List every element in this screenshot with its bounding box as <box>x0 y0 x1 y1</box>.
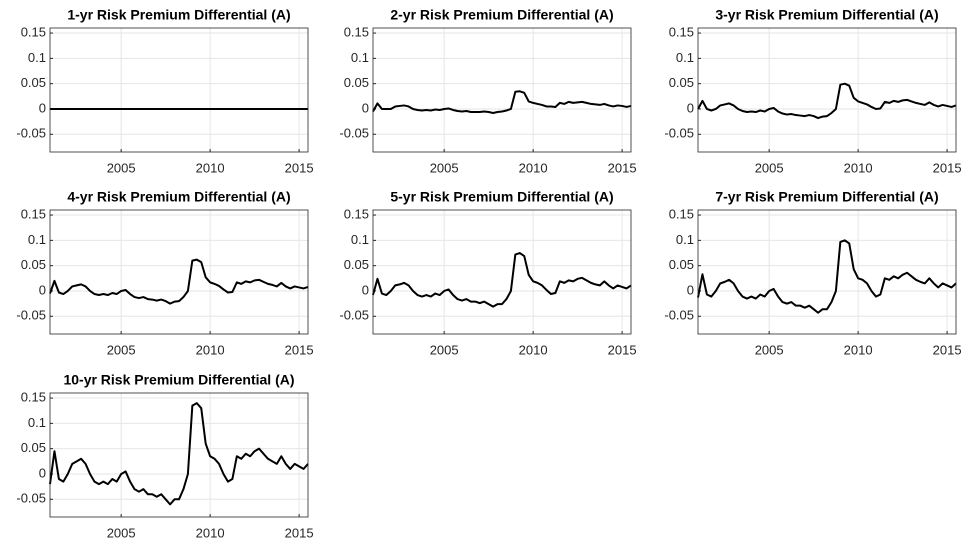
x-tick-label: 2005 <box>430 160 459 175</box>
y-tick-label: 0.1 <box>351 50 369 65</box>
panel-title: 10-yr Risk Premium Differential (A) <box>63 372 294 388</box>
data-line <box>697 239 957 314</box>
y-tick-label: 0 <box>362 282 369 297</box>
panel: 5-yr Risk Premium Differential (A) -0.05 0… <box>339 189 636 358</box>
y-tick-label: 0.1 <box>676 232 694 247</box>
y-tick-label: 0.05 <box>344 257 369 272</box>
x-tick-label: 2015 <box>608 342 637 357</box>
panel-title: 4-yr Risk Premium Differential (A) <box>67 189 290 205</box>
y-tick-label: 0.1 <box>28 50 46 65</box>
panel: 7-yr Risk Premium Differential (A) -0.05 0… <box>664 189 961 358</box>
x-tick-label: 2005 <box>107 160 136 175</box>
x-tick-label: 2010 <box>844 342 873 357</box>
panel-title: 1-yr Risk Premium Differential (A) <box>67 7 290 23</box>
y-tick-label: 0.15 <box>344 24 369 39</box>
x-tick-label: 2015 <box>608 160 637 175</box>
y-tick-label: 0.15 <box>21 389 46 404</box>
x-tick-label: 2005 <box>430 342 459 357</box>
x-tick-label: 2015 <box>933 342 962 357</box>
y-tick-label: 0.1 <box>28 415 46 430</box>
panel-title: 5-yr Risk Premium Differential (A) <box>390 189 613 205</box>
y-tick-label: 0.15 <box>669 206 694 221</box>
y-tick-label: 0.1 <box>351 232 369 247</box>
y-tick-label: -0.05 <box>16 491 46 506</box>
x-tick-label: 2005 <box>755 160 784 175</box>
panel: 4-yr Risk Premium Differential (A) -0.05 0… <box>16 189 313 358</box>
x-tick-label: 2015 <box>285 525 314 540</box>
data-line <box>49 402 309 506</box>
panel-title: 7-yr Risk Premium Differential (A) <box>715 189 938 205</box>
data-line <box>49 258 309 305</box>
y-tick-label: 0.05 <box>21 75 46 90</box>
y-tick-label: -0.05 <box>664 126 694 141</box>
panel-title: 2-yr Risk Premium Differential (A) <box>390 7 613 23</box>
data-line <box>697 82 957 120</box>
axes-box <box>372 27 632 153</box>
y-tick-label: 0.15 <box>21 24 46 39</box>
y-tick-label: 0 <box>39 282 46 297</box>
y-tick-label: 0.05 <box>669 257 694 272</box>
y-tick-label: 0.15 <box>21 206 46 221</box>
panel: 10-yr Risk Premium Differential (A) -0.05… <box>16 372 313 541</box>
x-tick-label: 2010 <box>196 160 225 175</box>
x-tick-label: 2015 <box>933 160 962 175</box>
x-tick-label: 2010 <box>196 525 225 540</box>
x-tick-label: 2010 <box>844 160 873 175</box>
y-tick-label: 0.15 <box>669 24 694 39</box>
y-tick-label: 0.05 <box>21 257 46 272</box>
y-tick-label: 0 <box>687 282 694 297</box>
y-tick-label: 0 <box>687 100 694 115</box>
panel-title: 3-yr Risk Premium Differential (A) <box>715 7 938 23</box>
y-tick-label: 0 <box>362 100 369 115</box>
axes-box <box>49 392 309 518</box>
y-tick-label: -0.05 <box>339 308 369 323</box>
y-tick-label: 0.1 <box>676 50 694 65</box>
y-tick-label: 0 <box>39 100 46 115</box>
panel: 3-yr Risk Premium Differential (A) -0.05 0… <box>664 7 961 176</box>
x-tick-label: 2005 <box>107 525 136 540</box>
x-tick-label: 2005 <box>755 342 784 357</box>
axes-box <box>372 209 632 335</box>
x-tick-label: 2010 <box>519 160 548 175</box>
x-tick-label: 2015 <box>285 160 314 175</box>
y-tick-label: 0.1 <box>28 232 46 247</box>
x-tick-label: 2005 <box>107 342 136 357</box>
data-line <box>372 90 632 115</box>
y-tick-label: 0.05 <box>21 440 46 455</box>
panel: 1-yr Risk Premium Differential (A) -0.05 0… <box>16 7 313 176</box>
panel: 2-yr Risk Premium Differential (A) -0.05 0… <box>339 7 636 176</box>
y-tick-label: 0.05 <box>669 75 694 90</box>
data-line <box>372 252 632 308</box>
y-tick-label: 0.05 <box>344 75 369 90</box>
y-tick-label: -0.05 <box>339 126 369 141</box>
axes-box <box>49 27 309 153</box>
axes-box <box>697 209 957 335</box>
axes-box <box>697 27 957 153</box>
y-tick-label: 0 <box>39 465 46 480</box>
y-tick-label: -0.05 <box>664 308 694 323</box>
x-tick-label: 2010 <box>196 342 225 357</box>
x-tick-label: 2015 <box>285 342 314 357</box>
axes-box <box>49 209 309 335</box>
y-tick-label: 0.15 <box>344 206 369 221</box>
y-tick-label: -0.05 <box>16 126 46 141</box>
y-tick-label: -0.05 <box>16 308 46 323</box>
x-tick-label: 2010 <box>519 342 548 357</box>
